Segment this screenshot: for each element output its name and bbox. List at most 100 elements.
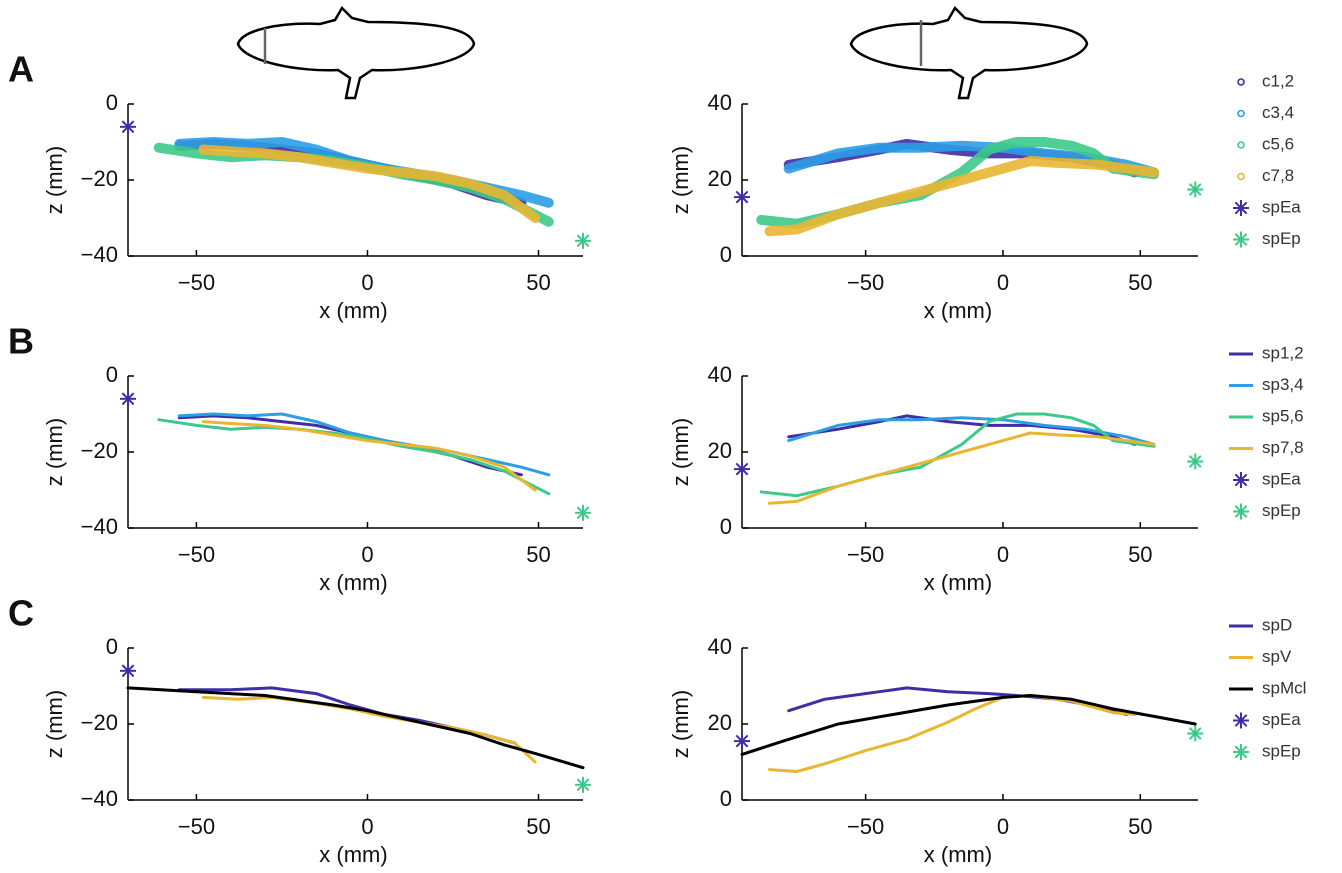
y-axis-label: z (mm) (42, 418, 67, 486)
x-tick-label: 0 (361, 542, 373, 567)
endpoint-marker (1187, 181, 1204, 198)
legend-label: c1,2 (1262, 71, 1294, 90)
y-tick-label: −40 (81, 514, 118, 539)
legend-label: c5,6 (1262, 134, 1294, 153)
x-tick-label: 50 (1128, 542, 1152, 567)
panel-label: B (8, 321, 34, 362)
legend-label: spEp (1262, 229, 1301, 248)
asterisk-stroke (1234, 714, 1248, 727)
legend-marker (1233, 200, 1249, 216)
legend-label: spEa (1262, 469, 1301, 488)
asterisk-stroke (576, 234, 590, 248)
asterisk-stroke (121, 120, 135, 134)
endpoint-marker (120, 662, 136, 679)
endpoint-marker (734, 733, 750, 750)
y-tick-label: −40 (81, 786, 118, 811)
legend-marker (1237, 78, 1245, 86)
panel-label: A (8, 49, 34, 90)
legend-marker (1233, 744, 1249, 760)
point-trace (198, 144, 541, 223)
x-tick-label: 0 (997, 814, 1009, 839)
asterisk-stroke (1188, 727, 1202, 740)
y-tick-label: 0 (106, 634, 118, 659)
legend-marker (1233, 472, 1249, 488)
legend-marker (1233, 231, 1249, 248)
endpoint-marker (575, 776, 591, 793)
x-tick-label: 0 (997, 542, 1009, 567)
endpoint-marker (575, 504, 591, 521)
y-tick-label: 40 (708, 362, 732, 387)
x-axis-label: x (mm) (924, 570, 992, 595)
y-tick-label: 0 (106, 90, 118, 115)
panel-label: C (8, 593, 34, 634)
asterisk-stroke (1234, 505, 1248, 518)
y-tick-label: −20 (81, 438, 118, 463)
x-tick-label: 50 (1128, 270, 1152, 295)
y-tick-label: 20 (708, 710, 732, 735)
legend-marker (1233, 712, 1249, 729)
asterisk-stroke (735, 734, 749, 748)
y-tick-label: 20 (708, 438, 732, 463)
y-tick-label: 40 (708, 634, 732, 659)
asterisk-stroke (1234, 233, 1248, 246)
x-tick-label: −50 (847, 270, 884, 295)
legend-label: sp3,4 (1262, 375, 1304, 394)
x-tick-label: −50 (178, 542, 215, 567)
legend-marker (1237, 141, 1245, 149)
legend-label: spMcl (1262, 678, 1306, 697)
legend-label: sp1,2 (1262, 343, 1304, 362)
y-tick-label: 20 (708, 166, 732, 191)
asterisk-stroke (121, 664, 135, 678)
endpoint-marker (1187, 725, 1204, 742)
legend-marker (1237, 109, 1245, 118)
spline (201, 695, 537, 764)
y-axis-label: z (mm) (42, 146, 67, 214)
x-tick-label: 0 (997, 270, 1009, 295)
x-tick-label: 50 (526, 270, 550, 295)
legend-label: sp5,6 (1262, 406, 1304, 425)
asterisk-stroke (1188, 455, 1202, 468)
y-tick-label: 0 (720, 786, 732, 811)
spline (767, 431, 1156, 505)
spline (767, 694, 1137, 773)
legend-label: spEa (1262, 197, 1301, 216)
spline (759, 412, 1156, 498)
y-tick-label: 0 (720, 514, 732, 539)
asterisk-stroke (735, 190, 749, 204)
y-axis-label: z (mm) (668, 418, 693, 486)
y-tick-label: −40 (81, 242, 118, 267)
endpoint-marker (1187, 453, 1204, 470)
legend-label: spEp (1262, 741, 1301, 760)
endpoint-marker (575, 232, 591, 249)
endpoint-marker (734, 461, 750, 478)
y-axis-label: z (mm) (42, 690, 67, 758)
asterisk-stroke (1234, 473, 1248, 487)
spline (740, 694, 1197, 756)
spline (157, 418, 551, 496)
y-tick-label: −20 (81, 166, 118, 191)
x-tick-label: 0 (361, 814, 373, 839)
spline (201, 420, 537, 492)
endpoint-marker (734, 189, 750, 206)
asterisk-stroke (576, 506, 590, 520)
x-tick-label: 50 (1128, 814, 1152, 839)
asterisk-stroke (576, 778, 590, 792)
legend-label: c7,8 (1262, 166, 1294, 185)
legend-label: c3,4 (1262, 103, 1294, 122)
legend-marker (1237, 172, 1245, 181)
x-tick-label: 0 (361, 270, 373, 295)
endpoint-marker (120, 390, 136, 407)
x-axis-label: x (mm) (319, 842, 387, 867)
asterisk-stroke (1234, 201, 1248, 215)
x-tick-label: 50 (526, 814, 550, 839)
legend-label: spEa (1262, 710, 1301, 729)
x-axis-label: x (mm) (319, 570, 387, 595)
point-trace (764, 156, 1160, 237)
spline (787, 416, 1156, 446)
y-tick-label: 0 (720, 242, 732, 267)
asterisk-stroke (735, 462, 749, 476)
asterisk-stroke (121, 392, 135, 406)
x-axis-label: x (mm) (924, 842, 992, 867)
